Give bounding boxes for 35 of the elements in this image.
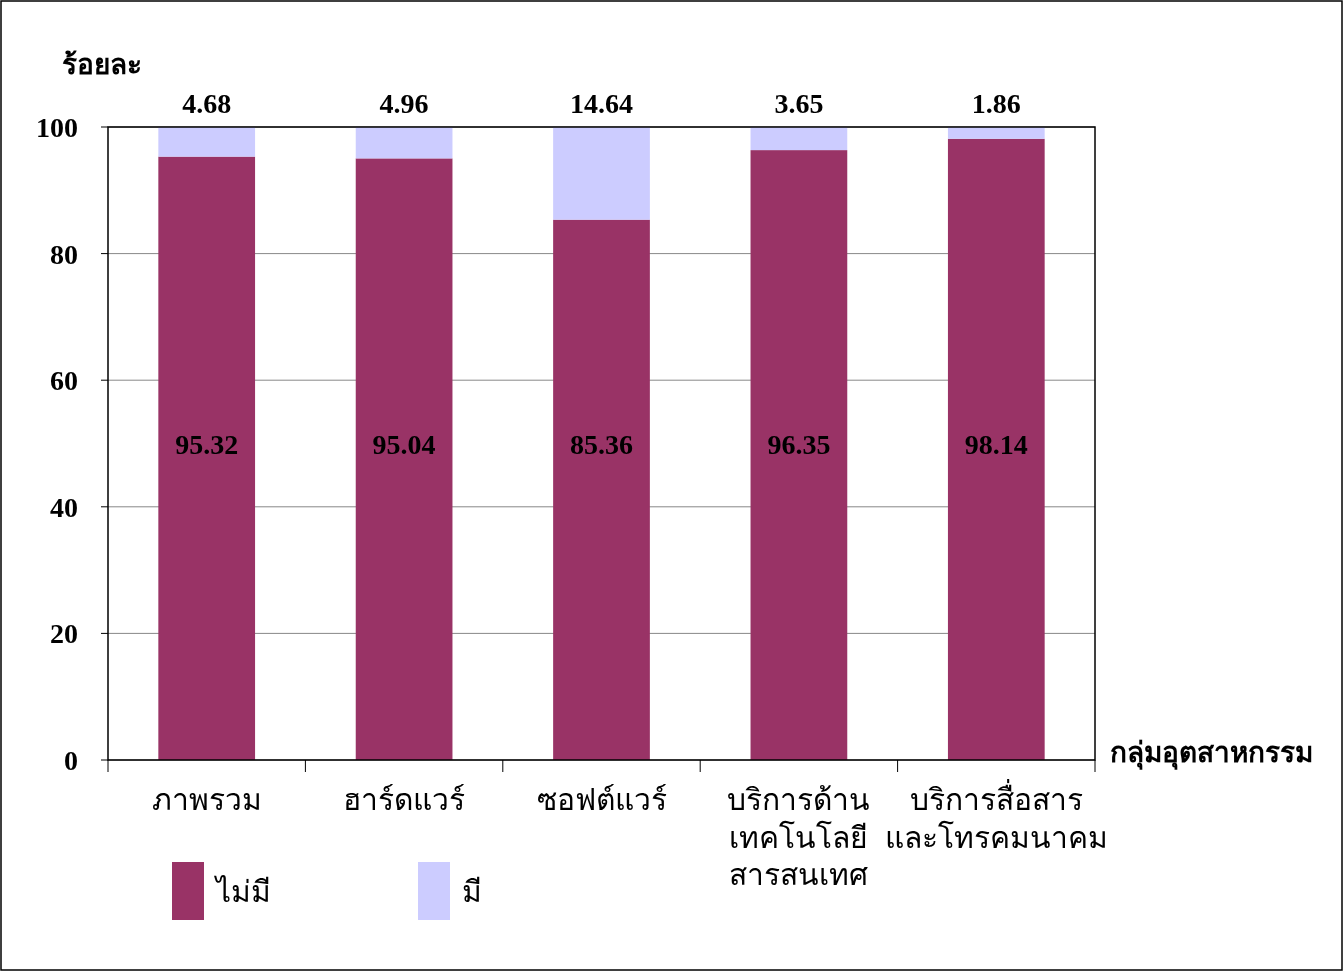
y-tick-label: 60 bbox=[50, 365, 78, 397]
bar bbox=[553, 219, 650, 760]
y-tick-label: 20 bbox=[50, 618, 78, 650]
bar bbox=[947, 138, 1045, 760]
x-tick-label: ซอฟต์แวร์ bbox=[536, 783, 667, 816]
x-tick-label: บริการด้าน เทคโนโลยี สารสนเทศ bbox=[727, 783, 871, 891]
data-label: 1.86 bbox=[971, 88, 1021, 119]
data-label: 95.32 bbox=[175, 428, 239, 460]
data-label: 96.35 bbox=[767, 428, 831, 460]
data-label: 95.04 bbox=[372, 428, 436, 460]
legend-label: มี bbox=[462, 875, 482, 908]
bar bbox=[947, 127, 1045, 139]
x-axis-title: กลุ่มอุตสาหกรรม bbox=[1110, 737, 1313, 770]
data-label: 98.14 bbox=[964, 428, 1028, 460]
data-label: 14.64 bbox=[570, 88, 633, 119]
x-tick-label: บริการสื่อสาร และโทรคมนาคม bbox=[884, 779, 1108, 854]
y-tick-label: 80 bbox=[50, 238, 78, 270]
bar bbox=[158, 127, 256, 157]
bar bbox=[553, 127, 650, 220]
data-label: 3.65 bbox=[774, 88, 824, 119]
legend-label: ไม่มี bbox=[214, 874, 271, 908]
bar bbox=[750, 150, 848, 760]
bar bbox=[355, 127, 453, 159]
y-tick-label: 100 bbox=[36, 112, 78, 143]
data-label: 85.36 bbox=[570, 428, 633, 460]
bar bbox=[158, 156, 256, 760]
y-axis-title: ร้อยละ bbox=[62, 49, 142, 80]
bar bbox=[750, 127, 848, 151]
data-label: 4.68 bbox=[182, 88, 232, 119]
x-tick-label: ภาพรวม bbox=[151, 783, 262, 816]
y-tick-label: 40 bbox=[50, 491, 78, 523]
data-label: 4.96 bbox=[379, 88, 429, 119]
x-tick-label: ฮาร์ดแวร์ bbox=[343, 783, 466, 816]
y-tick-label: 0 bbox=[64, 745, 78, 776]
bar bbox=[355, 158, 453, 760]
